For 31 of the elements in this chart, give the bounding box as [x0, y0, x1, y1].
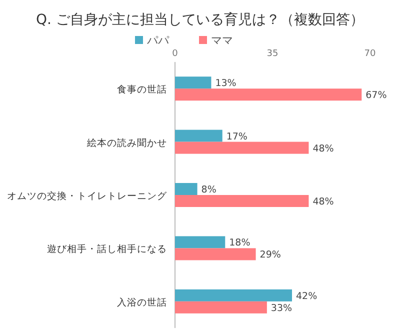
bar [175, 248, 256, 260]
bar [175, 142, 309, 154]
bar [175, 289, 292, 302]
data-label: 13% [215, 78, 236, 90]
bar [175, 183, 198, 195]
data-label: 29% [260, 250, 281, 261]
x-tick-label: 70 [364, 49, 376, 59]
data-label: 33% [270, 302, 292, 314]
y-tick-label: 遊び相手・話し相手になる [47, 243, 167, 256]
bar [175, 76, 212, 89]
y-tick-label: 食事の世話 [117, 84, 167, 96]
bar [175, 88, 362, 101]
y-tick-label: 絵本の読み聞かせ [86, 136, 167, 149]
y-tick-label: 入浴の世話 [117, 296, 167, 308]
data-label: 8% [201, 184, 216, 196]
bar [175, 236, 226, 248]
bar [175, 195, 309, 207]
bar [175, 130, 222, 142]
legend-label: ママ [211, 34, 233, 47]
legend-label: パパ [146, 34, 170, 47]
data-label: 48% [312, 143, 334, 154]
y-tick-label: オムツの交換・トイレトレーニング [7, 190, 168, 202]
x-tick-label: 35 [266, 49, 278, 59]
data-label: 67% [366, 90, 387, 102]
bar [175, 301, 267, 314]
data-label: 48% [312, 196, 334, 208]
x-tick-label: 0 [172, 49, 178, 59]
chart-title: Q. ご自身が主に担当している育児は？（複数回答） [36, 11, 364, 28]
data-label: 18% [229, 238, 250, 249]
data-label: 17% [226, 131, 248, 142]
data-label: 42% [296, 290, 318, 302]
